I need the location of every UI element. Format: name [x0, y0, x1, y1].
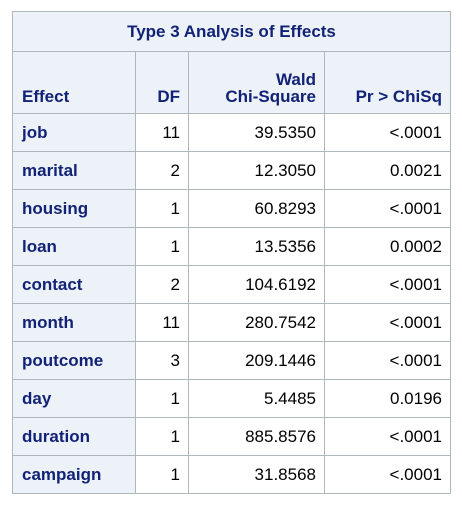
p-value-cell: <.0001: [325, 418, 451, 456]
p-value-cell: 0.0196: [325, 380, 451, 418]
table-row: housing 1 60.8293 <.0001: [13, 190, 451, 228]
chi-square-cell: 13.5356: [189, 228, 325, 266]
effect-cell: poutcome: [13, 342, 136, 380]
df-cell: 1: [136, 380, 189, 418]
p-value-cell: <.0001: [325, 114, 451, 152]
effect-cell: housing: [13, 190, 136, 228]
effect-cell: day: [13, 380, 136, 418]
type3-effects-table: Type 3 Analysis of Effects Effect DF Wal…: [12, 11, 451, 494]
chi-square-cell: 31.8568: [189, 456, 325, 494]
p-value-cell: <.0001: [325, 190, 451, 228]
table-row: duration 1 885.8576 <.0001: [13, 418, 451, 456]
p-value-cell: <.0001: [325, 266, 451, 304]
effect-cell: month: [13, 304, 136, 342]
df-cell: 3: [136, 342, 189, 380]
table-row: poutcome 3 209.1446 <.0001: [13, 342, 451, 380]
chi-square-cell: 280.7542: [189, 304, 325, 342]
table-row: month 11 280.7542 <.0001: [13, 304, 451, 342]
table-row: job 11 39.5350 <.0001: [13, 114, 451, 152]
column-header-p-value: Pr > ChiSq: [325, 52, 451, 114]
effect-cell: job: [13, 114, 136, 152]
effect-cell: campaign: [13, 456, 136, 494]
chi-square-cell: 5.4485: [189, 380, 325, 418]
column-header-wald-chi-square: Wald Chi-Square: [189, 52, 325, 114]
table-row: marital 2 12.3050 0.0021: [13, 152, 451, 190]
column-header-row: Effect DF Wald Chi-Square Pr > ChiSq: [13, 52, 451, 114]
df-cell: 1: [136, 228, 189, 266]
chi-square-cell: 12.3050: [189, 152, 325, 190]
chi-square-cell: 104.6192: [189, 266, 325, 304]
df-cell: 2: [136, 152, 189, 190]
column-header-chi-square: Chi-Square: [225, 87, 316, 106]
p-value-cell: <.0001: [325, 304, 451, 342]
table-row: loan 1 13.5356 0.0002: [13, 228, 451, 266]
table-title: Type 3 Analysis of Effects: [13, 12, 451, 52]
df-cell: 2: [136, 266, 189, 304]
effect-cell: duration: [13, 418, 136, 456]
chi-square-cell: 39.5350: [189, 114, 325, 152]
chi-square-cell: 209.1446: [189, 342, 325, 380]
effect-cell: loan: [13, 228, 136, 266]
p-value-cell: 0.0021: [325, 152, 451, 190]
df-cell: 1: [136, 418, 189, 456]
p-value-cell: <.0001: [325, 342, 451, 380]
effect-cell: contact: [13, 266, 136, 304]
column-header-df: DF: [136, 52, 189, 114]
table-row: day 1 5.4485 0.0196: [13, 380, 451, 418]
df-cell: 1: [136, 190, 189, 228]
chi-square-cell: 885.8576: [189, 418, 325, 456]
df-cell: 11: [136, 114, 189, 152]
effect-cell: marital: [13, 152, 136, 190]
table-row: campaign 1 31.8568 <.0001: [13, 456, 451, 494]
df-cell: 1: [136, 456, 189, 494]
table-row: contact 2 104.6192 <.0001: [13, 266, 451, 304]
p-value-cell: 0.0002: [325, 228, 451, 266]
column-header-wald: Wald: [276, 70, 316, 89]
p-value-cell: <.0001: [325, 456, 451, 494]
column-header-effect: Effect: [13, 52, 136, 114]
df-cell: 11: [136, 304, 189, 342]
chi-square-cell: 60.8293: [189, 190, 325, 228]
